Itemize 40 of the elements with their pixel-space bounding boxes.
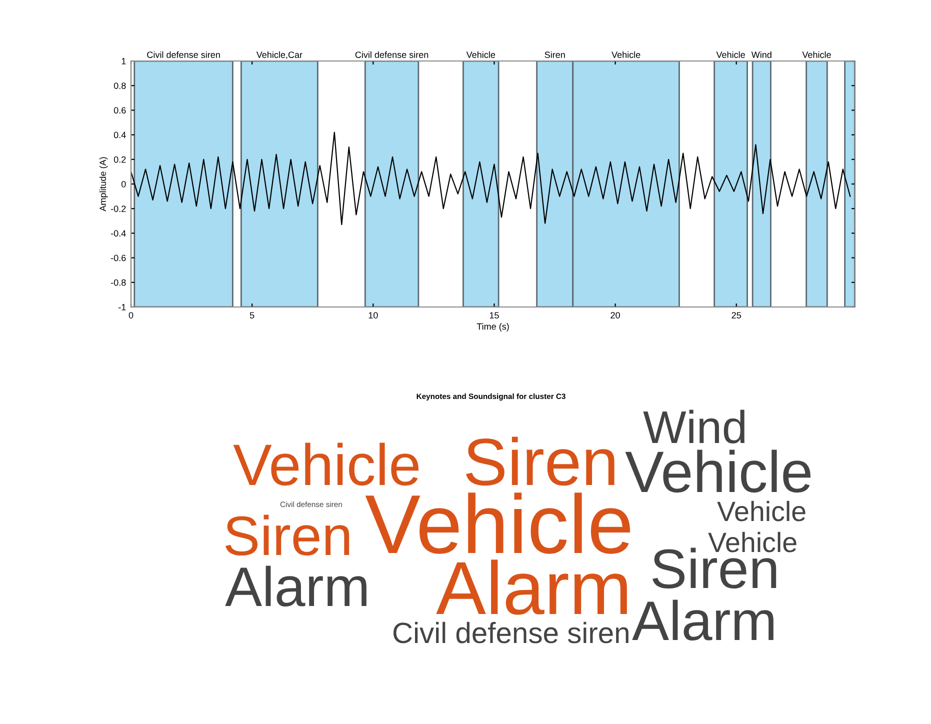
y-tick-label: -0.4	[110, 230, 126, 237]
x-tick-label: 10	[368, 312, 378, 318]
x-tick-label: 25	[732, 312, 741, 318]
category-label: Vehicle	[717, 500, 806, 522]
band-label: Vehicle	[612, 51, 640, 58]
y-tick-label: 0.6	[114, 107, 126, 114]
band-label: Vehicle	[802, 51, 831, 58]
category-label: Siren	[226, 514, 350, 556]
band-label: Vehicle	[466, 51, 496, 58]
band-label: Civil defense siren	[355, 51, 428, 58]
y-tick-label: 0	[121, 180, 126, 188]
band-label: Wind	[751, 51, 772, 58]
x-tick-label: 0	[128, 312, 134, 318]
band-label: Vehicle,Car	[256, 51, 302, 60]
x-tick-label: 5	[250, 312, 254, 318]
y-axis-title: Amplitude (A)	[99, 157, 108, 212]
category-label: Alarm	[225, 566, 366, 607]
category-label: Vehicle	[625, 450, 811, 493]
y-tick-label: -0.6	[110, 254, 126, 262]
category-label: Vehicle	[233, 442, 419, 486]
category-label: Alarm	[632, 600, 774, 641]
y-tick-label: -0.8	[110, 279, 126, 286]
category-label: Wind	[643, 410, 744, 444]
y-tick-label: 0.8	[114, 82, 126, 89]
line-series	[131, 132, 851, 226]
y-tick-label: 0.2	[114, 156, 126, 163]
y-tick-label: 1	[122, 58, 126, 64]
x-tick-label: 20	[610, 312, 620, 318]
band-label: Siren	[544, 51, 565, 58]
category-label: Siren	[466, 436, 614, 486]
category-label: Civil defense siren	[393, 622, 628, 644]
band-label: Civil defense siren	[147, 51, 220, 58]
x-tick-label: 15	[490, 312, 499, 318]
x-axis-title: Time (s)	[476, 323, 509, 332]
band-label: Vehicle	[716, 51, 745, 58]
category-label: Vehicle	[365, 492, 630, 554]
category-label: Alarm	[436, 560, 627, 615]
y-tick-label: -1	[118, 304, 126, 310]
y-tick-label: -0.2	[110, 206, 126, 212]
y-tick-label: 0.4	[114, 132, 126, 138]
